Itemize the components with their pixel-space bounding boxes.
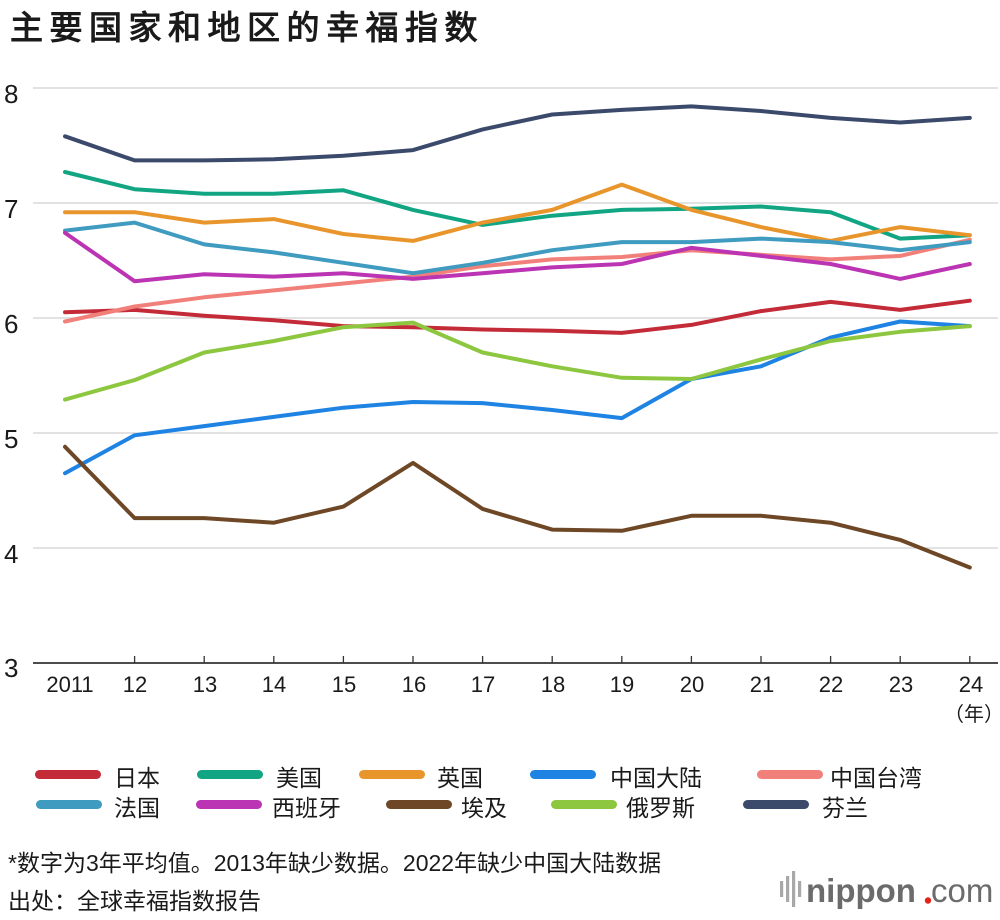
svg-text:com: com xyxy=(931,872,993,909)
svg-text:nippon: nippon xyxy=(806,872,916,909)
